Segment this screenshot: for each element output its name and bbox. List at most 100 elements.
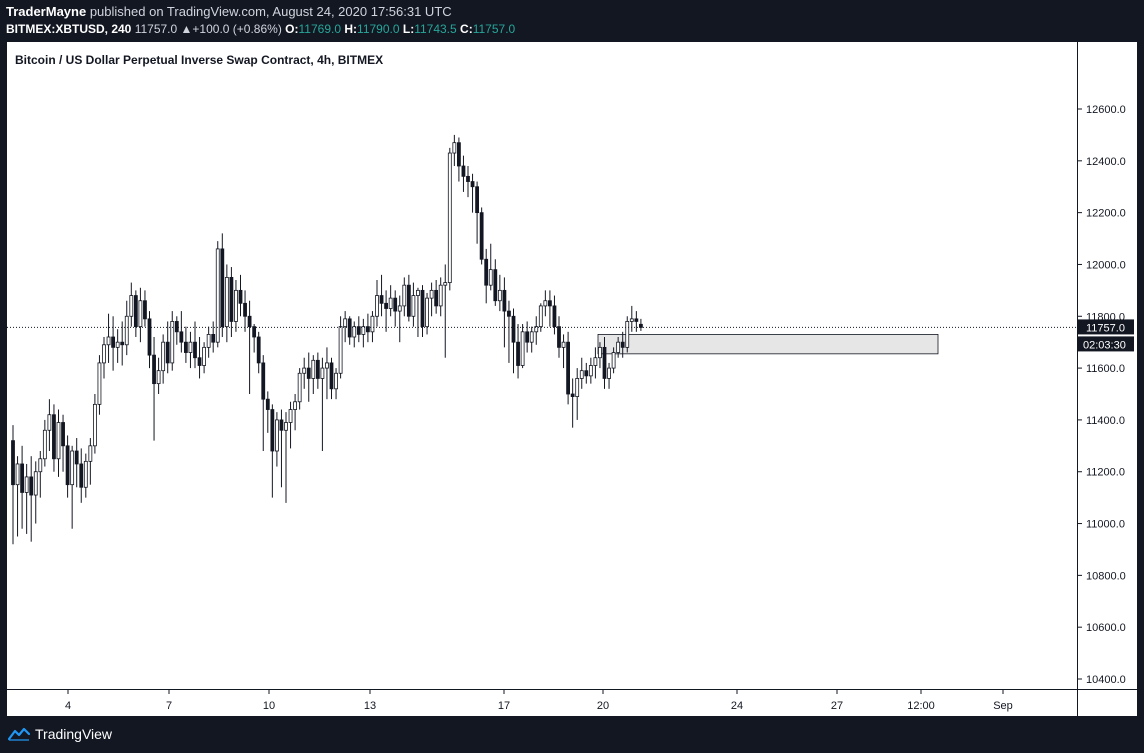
candle <box>152 337 156 441</box>
candle-body <box>429 289 434 299</box>
open-label: O: <box>285 22 299 36</box>
candle-body <box>147 318 152 356</box>
candle <box>625 316 630 353</box>
candle <box>256 331 261 374</box>
candle <box>475 181 480 244</box>
candle-body <box>452 142 457 154</box>
tradingview-brand[interactable]: TradingView <box>8 726 112 742</box>
candle <box>384 290 389 332</box>
candle <box>420 285 425 337</box>
candle-body <box>106 336 111 346</box>
candle-body <box>620 341 625 348</box>
price-axis[interactable]: 12600.0 12400.0 12200.0 12000.0 11800.0 11600… <box>1077 42 1138 689</box>
candle-body <box>365 326 370 333</box>
candle-body <box>502 289 507 312</box>
candle-body <box>56 422 61 460</box>
right-border <box>1137 42 1144 716</box>
candle <box>311 355 316 394</box>
candle-body <box>347 318 352 338</box>
author-name[interactable]: TraderMayne <box>6 4 87 19</box>
candle <box>265 391 270 433</box>
candle-body <box>33 471 38 496</box>
candle <box>33 461 38 524</box>
candle-body <box>315 359 320 379</box>
candle <box>397 295 402 343</box>
candle <box>24 463 29 534</box>
candle <box>179 311 184 353</box>
chart-pane[interactable]: Bitcoin / US Dollar Perpetual Inverse Sw… <box>7 42 1077 689</box>
candle <box>188 331 193 369</box>
price-tick-label: 12200.0 <box>1086 208 1126 220</box>
candle-body <box>320 367 325 379</box>
candle-body <box>588 365 593 377</box>
candle-body <box>411 295 416 317</box>
candle <box>302 357 307 389</box>
candle <box>543 290 548 317</box>
candle <box>270 404 275 498</box>
candle <box>461 155 466 192</box>
time-axis[interactable]: 4 7 10 13 17 20 24 27 12:00 Sep <box>7 689 1077 717</box>
candle <box>411 282 416 327</box>
candle-body <box>47 414 52 431</box>
candlestick-plot[interactable] <box>7 42 1077 689</box>
candle-body <box>70 450 75 486</box>
candle <box>429 282 434 317</box>
candle-body <box>529 331 534 343</box>
candle <box>520 324 525 369</box>
candle-body <box>488 269 493 286</box>
candle <box>261 355 266 451</box>
time-axis-scale: 4 7 10 13 17 20 24 27 12:00 Sep <box>65 690 1013 712</box>
candle <box>97 355 102 415</box>
candle <box>20 445 25 529</box>
candle-body <box>598 346 602 359</box>
candle-body <box>570 393 575 397</box>
candle <box>516 324 520 379</box>
candle <box>229 267 234 337</box>
tradingview-logo-icon <box>8 727 30 741</box>
candle <box>38 451 43 498</box>
candle-body <box>420 289 425 328</box>
candle-body <box>311 359 316 379</box>
candle-body <box>65 445 70 486</box>
candle-body <box>379 295 384 304</box>
candle-body <box>493 269 498 302</box>
candle <box>120 321 125 366</box>
candle <box>320 357 325 451</box>
candle <box>88 438 93 485</box>
candle-body <box>120 341 125 346</box>
candle <box>220 233 225 337</box>
candle <box>143 290 147 327</box>
candle-body <box>284 422 288 431</box>
candle-body <box>579 370 584 379</box>
publication-line: TraderMayne published on TradingView.com… <box>6 4 452 19</box>
published-text: published on TradingView.com, August 24,… <box>86 4 452 19</box>
candle <box>211 321 216 353</box>
candle <box>497 274 502 312</box>
candle-body <box>534 326 539 333</box>
time-tick-label: 10 <box>263 700 275 712</box>
candle-body <box>575 378 580 397</box>
time-tick-label: 20 <box>597 700 609 712</box>
candle <box>511 308 516 374</box>
change-value: ▲+100.0 (+0.86%) <box>180 22 282 36</box>
candle-body <box>370 315 375 333</box>
candle <box>548 290 552 327</box>
low-label: L: <box>402 22 415 36</box>
price-tick-label: 10400.0 <box>1086 674 1126 686</box>
candle-body <box>293 401 298 410</box>
symbol-label: BITMEX:XBTUSD, 240 <box>6 22 132 36</box>
candle-body <box>288 409 293 423</box>
candle-body <box>202 346 207 366</box>
price-tick-label: 10600.0 <box>1086 622 1126 634</box>
candle <box>629 305 634 332</box>
chart-title: Bitcoin / US Dollar Perpetual Inverse Sw… <box>15 53 384 67</box>
candle-body <box>629 318 634 322</box>
candle <box>529 326 534 353</box>
open-value: 11769.0 <box>298 22 342 36</box>
candle <box>93 394 97 454</box>
candle-body <box>238 289 243 304</box>
candle <box>293 394 298 431</box>
candle <box>106 313 111 363</box>
countdown-label: 02:03:30 <box>1083 339 1126 351</box>
candle-body <box>52 414 56 460</box>
